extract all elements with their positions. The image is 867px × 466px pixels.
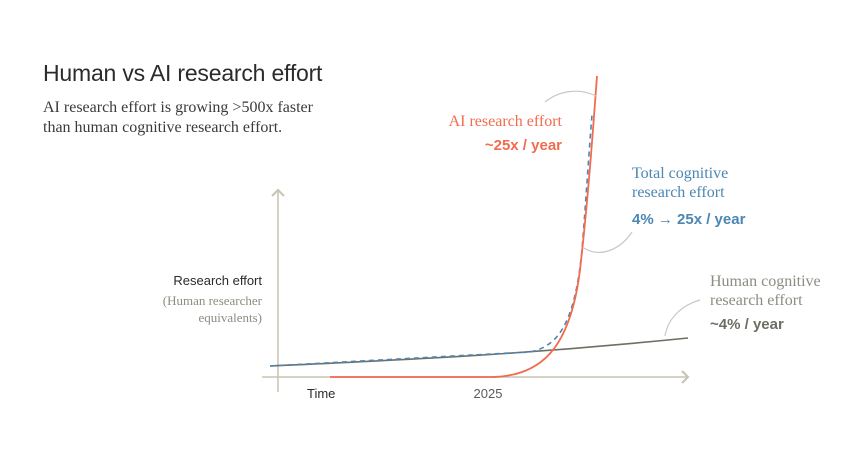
human-growth-label: ~4% / year [710,316,784,333]
total-callout-curve [583,231,633,253]
y-axis-sublabel-line-2: equivalents) [198,310,262,325]
human-callout-curve [664,299,701,337]
chart-title: Human vs AI research effort [43,60,323,86]
chart-subtitle: AI research effort is growing >500x fast… [43,98,403,138]
x-axis-label: Time [307,386,335,401]
human-series-label-line-2: research effort [710,292,803,309]
human-effort-line [269,337,689,367]
subtitle-line-1: AI research effort is growing >500x fast… [43,99,313,116]
y-axis-label: Research effort [173,273,262,288]
ai-effort-line [330,75,598,378]
total-growth-label: 4% → 25x / year [632,211,746,228]
total-series-label-line-2: research effort [632,184,725,201]
ai-series-label: AI research effort [449,113,563,130]
human-series-label-line-1: Human cognitive [710,273,821,290]
total-series-label-line-1: Total cognitive [632,165,728,182]
y-axis-sublabel-line-1: (Human researcher [163,293,263,308]
ai-growth-label: ~25x / year [485,137,562,154]
subtitle-line-2: than human cognitive research effort. [43,119,283,136]
x-tick-label: 2025 [474,386,503,401]
ai-callout-curve [544,90,597,103]
